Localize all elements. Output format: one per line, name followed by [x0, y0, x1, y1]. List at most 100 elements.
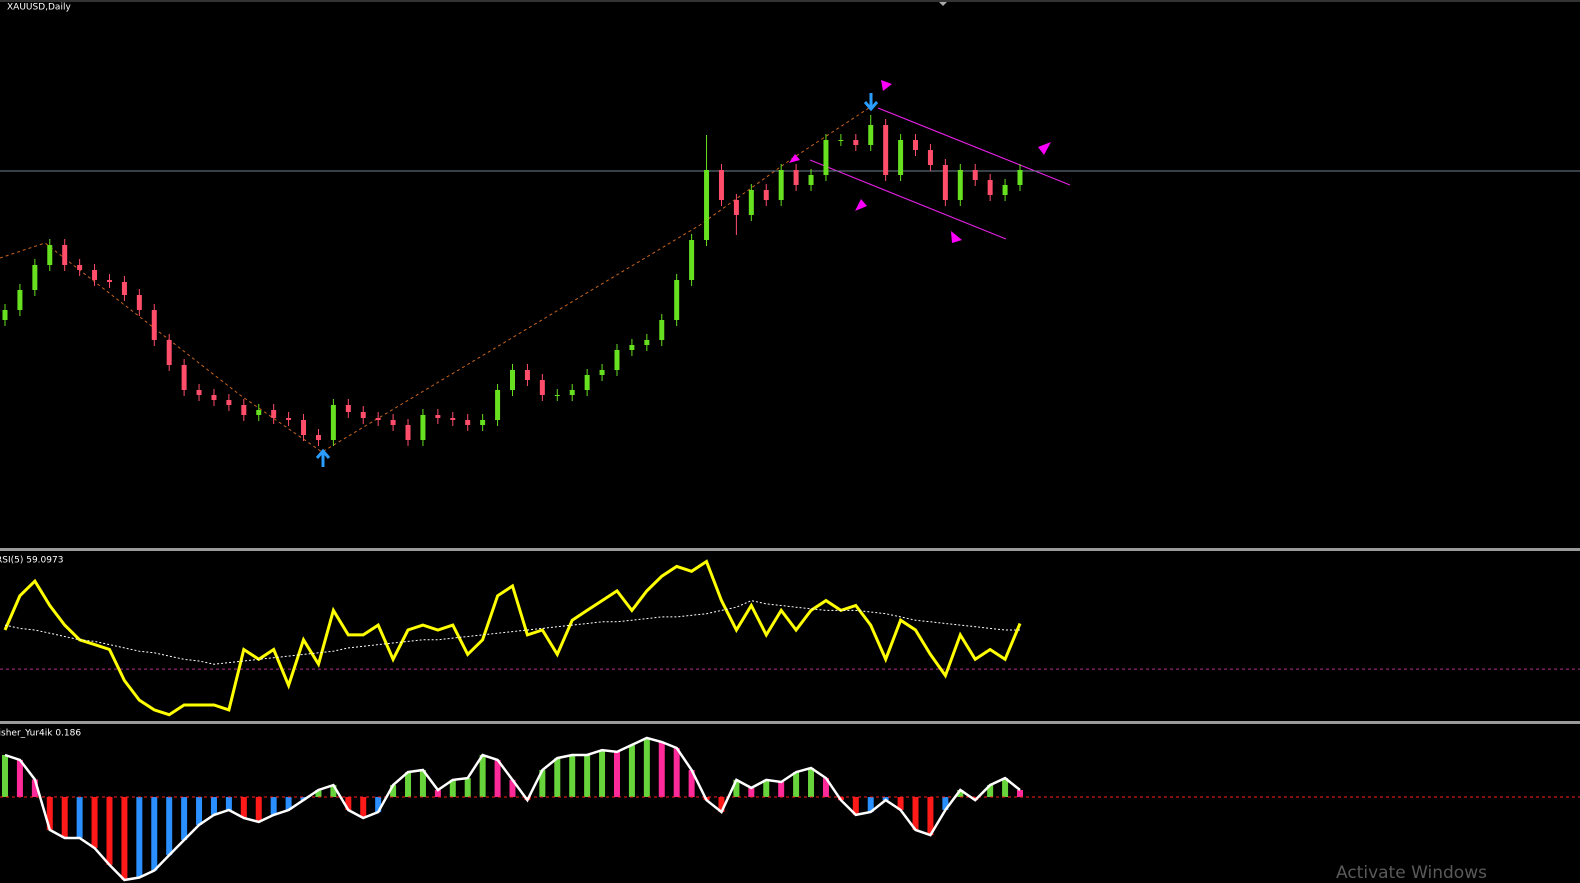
candle-body	[584, 375, 590, 390]
candle-body	[793, 170, 799, 185]
histogram-bar	[599, 750, 606, 797]
candle-body	[77, 265, 83, 270]
histogram-bar	[61, 797, 68, 838]
candle-body	[554, 395, 560, 396]
histogram-bar	[434, 790, 441, 797]
sell-arrow	[863, 93, 879, 112]
histogram-bar	[31, 779, 38, 797]
histogram-bar	[852, 797, 859, 815]
candle-body	[420, 415, 426, 440]
histogram-bar	[763, 779, 770, 797]
candle-body	[629, 345, 635, 350]
candle-body	[360, 412, 366, 418]
candle-body	[704, 170, 710, 240]
candle-body	[569, 390, 575, 395]
magenta-arrow	[1038, 142, 1051, 155]
candle-body	[315, 435, 321, 440]
candle-body	[1017, 170, 1023, 185]
histogram-bar	[942, 797, 949, 810]
candle-body	[718, 170, 724, 200]
histogram-bar	[927, 797, 934, 836]
histogram-bar	[136, 797, 143, 878]
candle-body	[375, 418, 381, 420]
histogram-bar	[509, 779, 516, 797]
histogram-bar	[196, 797, 203, 825]
histogram-bar	[240, 797, 247, 818]
histogram-bar	[360, 797, 367, 818]
histogram-bar	[569, 755, 576, 797]
candle-body	[838, 140, 844, 141]
histogram-bar	[718, 797, 725, 813]
candle-body	[689, 240, 695, 280]
candle-body	[47, 245, 53, 265]
candle-body	[883, 125, 889, 175]
candle-body	[1002, 185, 1008, 195]
histogram-bar	[793, 772, 800, 797]
channel-line	[809, 159, 1007, 240]
candle-body	[450, 418, 456, 420]
candle-body	[390, 420, 396, 425]
histogram-bar	[449, 779, 456, 797]
histogram-bar	[688, 770, 695, 797]
magenta-arrow	[789, 154, 800, 163]
histogram-bar	[345, 797, 352, 810]
candle-body	[136, 295, 142, 310]
histogram-bar	[748, 787, 755, 797]
histogram-bar	[822, 778, 829, 797]
candle-body	[823, 140, 829, 175]
histogram-bar	[897, 797, 904, 810]
candle-body	[868, 125, 874, 145]
histogram-bar	[912, 797, 919, 830]
candle-body	[942, 165, 948, 200]
histogram-bar	[808, 767, 815, 797]
candle-body	[927, 150, 933, 165]
histogram-bar	[270, 797, 277, 815]
histogram-bar	[285, 797, 292, 810]
candle-body	[286, 418, 292, 420]
histogram-bar	[255, 797, 262, 822]
candle-body	[92, 270, 98, 280]
candle-body	[659, 320, 665, 340]
histogram-bar	[315, 790, 322, 797]
histogram-bar	[375, 797, 382, 813]
candle-body	[241, 405, 247, 415]
magenta-arrow	[881, 80, 892, 91]
histogram-bar	[539, 770, 546, 797]
histogram-bar	[2, 755, 8, 797]
histogram-bar	[1017, 790, 1023, 797]
candle-body	[898, 140, 904, 175]
candle-body	[674, 280, 680, 320]
watermark: Activate Windows	[1336, 863, 1487, 883]
candle-body	[271, 410, 277, 418]
buy-arrow	[315, 448, 331, 467]
histogram-bar	[464, 778, 471, 797]
candle-body	[913, 140, 919, 150]
histogram-bar	[628, 744, 635, 797]
candle-body	[480, 420, 486, 425]
histogram-bar	[91, 797, 98, 849]
candle-body	[733, 200, 739, 215]
candle-body	[330, 405, 336, 440]
candle-body	[778, 170, 784, 200]
candle-body	[510, 370, 515, 390]
histogram-bar	[46, 797, 53, 830]
histogram-bar	[181, 797, 188, 841]
channel-line	[877, 107, 1071, 186]
candle-body	[121, 282, 127, 295]
pane-separator	[0, 721, 1580, 724]
candle-body	[2, 310, 8, 320]
histogram-bar	[76, 797, 83, 838]
candle-body	[465, 420, 471, 425]
candle-body	[196, 390, 202, 395]
candle-body	[539, 380, 545, 395]
histogram-bar	[957, 790, 964, 797]
histogram-bar	[778, 781, 785, 797]
histogram-bar	[106, 797, 113, 865]
histogram-bar	[584, 755, 591, 797]
histogram-bar	[479, 755, 486, 797]
histogram-bar	[419, 770, 426, 797]
histogram-bar	[405, 772, 412, 797]
histogram-bar	[673, 748, 680, 797]
candle-body	[763, 190, 769, 200]
